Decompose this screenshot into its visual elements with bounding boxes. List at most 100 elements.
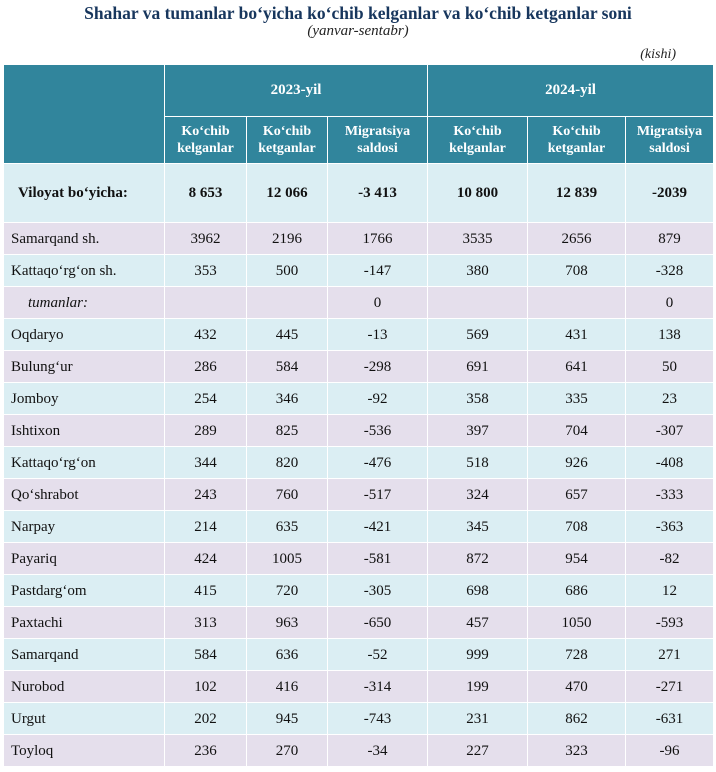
table-cell: 3962 [164,222,247,255]
table-cell: 636 [246,638,328,671]
column-header: Ko‘chib ketganlar [246,116,328,164]
table-cell: -328 [625,254,714,287]
table-row: tumanlar: 0 0 [3,286,714,319]
table-row: Samarqand 584 636 -52 999 728 271 [3,638,714,671]
table-cell: 324 [427,478,528,511]
table-cell: 584 [164,638,247,671]
table-row: Bulung‘ur 286 584 -298 691 641 50 [3,350,714,383]
row-label: Toyloq [3,734,165,767]
table-row: Qo‘shrabot 243 760 -517 324 657 -333 [3,478,714,511]
table-cell: 470 [527,670,626,703]
table-cell: 518 [427,446,528,479]
table-cell: -82 [625,542,714,575]
table-cell: -536 [327,414,428,447]
page-title: Shahar va tumanlar bo‘yicha ko‘chib kelg… [84,3,632,23]
table-cell: 138 [625,318,714,351]
table-cell: -517 [327,478,428,511]
table-cell: 397 [427,414,528,447]
table-cell: -271 [625,670,714,703]
table-cell: 416 [246,670,328,703]
table-cell: 236 [164,734,247,767]
migration-table: 2023-yil 2024-yil Ko‘chib kelganlar Ko‘c… [3,64,714,767]
table-cell: 760 [246,478,328,511]
table-cell: 708 [527,254,626,287]
table-cell: -13 [327,318,428,351]
table-cell: 12 [625,574,714,607]
table-row: Samarqand sh. 3962 2196 1766 3535 2656 879 [3,222,714,255]
year-header-2023: 2023-yil [164,64,428,117]
row-label: Payariq [3,542,165,575]
row-label: Urgut [3,702,165,735]
table-cell: 243 [164,478,247,511]
table-cell: 415 [164,574,247,607]
table-cell: -631 [625,702,714,735]
table-cell: 254 [164,382,247,415]
table-row: Paxtachi 313 963 -650 457 1050 -593 [3,606,714,639]
table-cell: 431 [527,318,626,351]
table-cell: -363 [625,510,714,543]
table-cell: 202 [164,702,247,735]
table-cell: 879 [625,222,714,255]
table-cell: -2039 [625,163,714,223]
table-cell: 641 [527,350,626,383]
table-cell: 862 [527,702,626,735]
table-cell: 353 [164,254,247,287]
table-cell: 23 [625,382,714,415]
table-cell [246,286,328,319]
table-cell: 8 653 [164,163,247,223]
table-cell: 0 [625,286,714,319]
table-cell: 825 [246,414,328,447]
table-cell: -593 [625,606,714,639]
row-label: Samarqand sh. [3,222,165,255]
table-cell: -314 [327,670,428,703]
table-cell: 945 [246,702,328,735]
table-cell: 872 [427,542,528,575]
table-cell: 500 [246,254,328,287]
table-cell: 698 [427,574,528,607]
table-cell: 1050 [527,606,626,639]
row-label: Narpay [3,510,165,543]
table-cell: -92 [327,382,428,415]
table-cell: 2196 [246,222,328,255]
table-cell: 432 [164,318,247,351]
table-cell: 1005 [246,542,328,575]
table-cell: 686 [527,574,626,607]
table-cell: -305 [327,574,428,607]
header-corner [3,64,165,164]
table-cell: 271 [625,638,714,671]
table-cell: -34 [327,734,428,767]
table-cell: -650 [327,606,428,639]
unit-label: (kishi) [640,47,676,62]
table-cell: 344 [164,446,247,479]
table-cell: 728 [527,638,626,671]
table-row: Pastdarg‘om 415 720 -305 698 686 12 [3,574,714,607]
table-cell: 963 [246,606,328,639]
row-label: Ishtixon [3,414,165,447]
table-cell: 999 [427,638,528,671]
table-cell: -3 413 [327,163,428,223]
table-cell: 227 [427,734,528,767]
table-cell: -147 [327,254,428,287]
row-label: Kattaqo‘rg‘on sh. [3,254,165,287]
table-cell: 345 [427,510,528,543]
table-cell: 380 [427,254,528,287]
table-cell: 10 800 [427,163,528,223]
table-cell: 199 [427,670,528,703]
table-row: Jomboy 254 346 -92 358 335 23 [3,382,714,415]
table-cell: -421 [327,510,428,543]
row-label: Paxtachi [3,606,165,639]
table-cell: 231 [427,702,528,735]
column-header: Ko‘chib kelganlar [164,116,247,164]
table-row: Toyloq 236 270 -34 227 323 -96 [3,734,714,767]
table-row: Oqdaryo 432 445 -13 569 431 138 [3,318,714,351]
table-body: Samarqand sh. 3962 2196 1766 3535 2656 879 Katt… [3,222,714,767]
page-subtitle: (yanvar-sentabr) [307,23,409,39]
table-cell: -307 [625,414,714,447]
table-cell: -52 [327,638,428,671]
table-cell: 102 [164,670,247,703]
table-row: Urgut 202 945 -743 231 862 -631 [3,702,714,735]
year-header-2024: 2024-yil [427,64,714,117]
table-cell: 286 [164,350,247,383]
table-cell: 820 [246,446,328,479]
table-cell: 2656 [527,222,626,255]
